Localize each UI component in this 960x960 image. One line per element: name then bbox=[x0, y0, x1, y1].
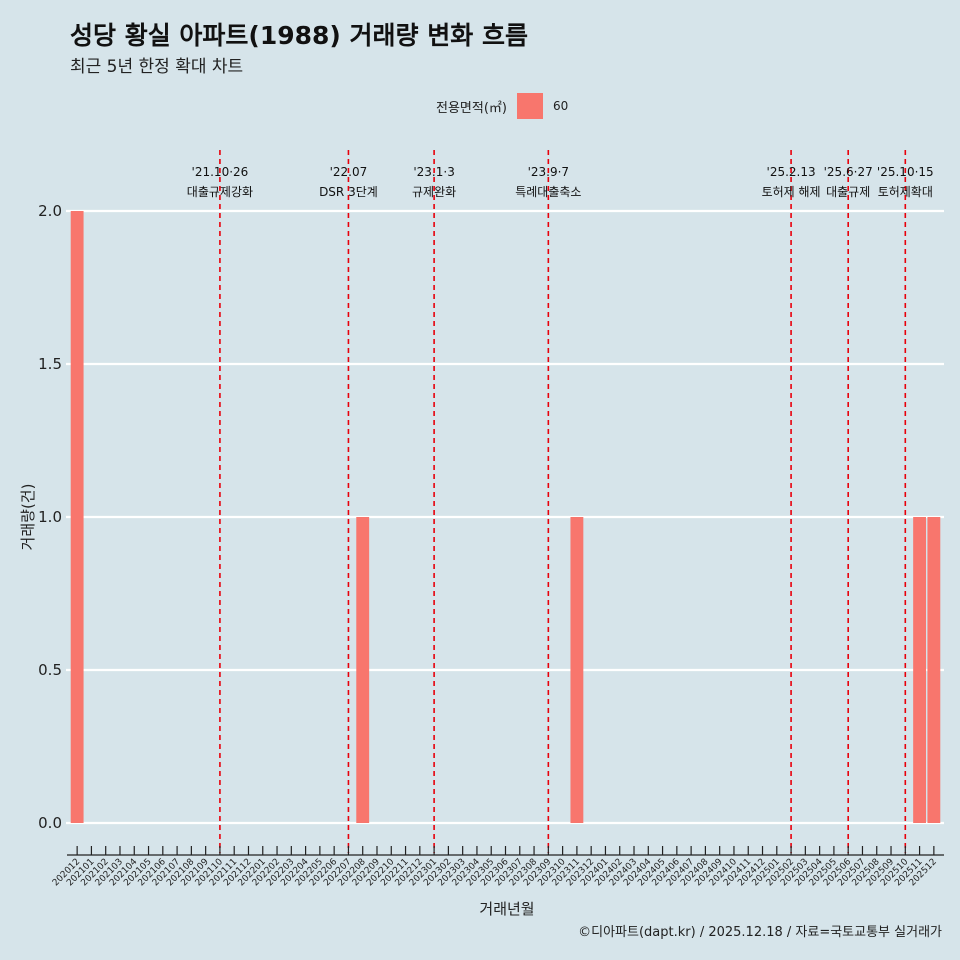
legend: 전용면적(㎡) 60 bbox=[436, 93, 568, 119]
event-date-label: '23.9·7 bbox=[528, 165, 569, 179]
y-tick-label: 1.5 bbox=[38, 355, 62, 373]
event-date-label: '25.6·27 bbox=[824, 165, 873, 179]
x-axis bbox=[67, 846, 944, 856]
x-axis-title: 거래년월 bbox=[479, 900, 534, 918]
bars bbox=[70, 211, 941, 823]
event-date-label: '25.2.13 bbox=[767, 165, 816, 179]
event-description-label: 특례대출축소 bbox=[515, 185, 581, 199]
bar bbox=[927, 517, 941, 823]
event-description-label: 대출규제 bbox=[826, 185, 870, 199]
event-description-label: 규제완화 bbox=[412, 185, 456, 199]
y-tick-label: 2.0 bbox=[38, 202, 62, 220]
legend-title: 전용면적(㎡) bbox=[436, 100, 507, 116]
chart-title: 성당 황실 아파트(1988) 거래량 변화 흐름 bbox=[70, 21, 528, 50]
event-description-label: 토허제확대 bbox=[878, 185, 933, 199]
grid-lines bbox=[66, 209, 944, 825]
bar bbox=[356, 517, 370, 823]
y-tick-label: 0.5 bbox=[38, 661, 62, 679]
legend-entry: 60 bbox=[552, 99, 569, 113]
bar bbox=[913, 517, 927, 823]
y-tick-label: 1.0 bbox=[38, 508, 62, 526]
event-description-label: DSR 3단계 bbox=[319, 185, 378, 199]
event-date-label: '22.07 bbox=[330, 165, 368, 179]
event-date-label: '25.10·15 bbox=[877, 165, 934, 179]
chart-subtitle: 최근 5년 한정 확대 차트 bbox=[70, 57, 244, 77]
event-date-label: '23.1·3 bbox=[413, 165, 454, 179]
y-axis-title: 거래량(건) bbox=[19, 484, 37, 551]
axis-labels: 0.00.51.01.52.02020122021012021022021032… bbox=[38, 202, 939, 888]
event-description-label: 토허제 해제 bbox=[762, 185, 821, 199]
event-description-label: 대출규제강화 bbox=[187, 185, 253, 199]
bar bbox=[70, 211, 84, 823]
legend-swatch bbox=[516, 93, 543, 119]
bar bbox=[570, 517, 584, 823]
event-date-label: '21.10·26 bbox=[192, 165, 249, 179]
source-caption: ©디아파트(dapt.kr) / 2025.12.18 / 자료=국토교통부 실… bbox=[578, 925, 942, 940]
event-markers: '21.10·26 대출규제강화 '22.07 DSR 3단계 '23.1·3 규제완화 '… bbox=[187, 150, 934, 853]
y-tick-label: 0.0 bbox=[38, 814, 62, 832]
